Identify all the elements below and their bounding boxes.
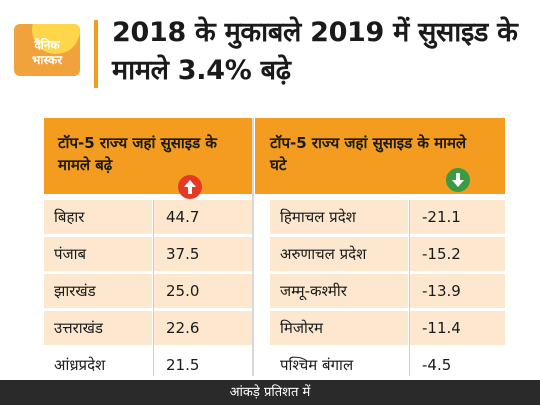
decrease-value: -13.9 [410, 274, 505, 308]
column-divider-middle [252, 118, 254, 376]
table-row: आंध्रप्रदेश 21.5 पश्चिम बंगाल -4.5 [44, 348, 505, 382]
footnote-bar: आंकड़े प्रतिशत में [0, 380, 540, 405]
footnote: आंकड़े प्रतिशत में [229, 385, 311, 400]
increase-state: पंजाब [44, 237, 152, 271]
decrease-value: -21.1 [410, 200, 505, 234]
decrease-value: -11.4 [410, 311, 505, 345]
decrease-value: -15.2 [410, 237, 505, 271]
decrease-state: अरुणाचल प्रदेश [270, 237, 408, 271]
chart-title: 2018 के मुकाबले 2019 में सुसाइड के मामले… [112, 17, 518, 86]
table-row: बिहार 44.7 हिमाचल प्रदेश -21.1 [44, 200, 505, 234]
increase-state: बिहार [44, 200, 152, 234]
arrow-down-icon [446, 168, 470, 192]
arrow-up-icon [178, 175, 202, 199]
table-row: उत्तराखंड 22.6 मिजोरम -11.4 [44, 311, 505, 345]
header: दैनिक भास्कर 2018 के मुकाबले 2019 में सु… [0, 0, 540, 112]
column-divider-left [153, 200, 154, 376]
dainik-bhaskar-logo: दैनिक भास्कर [14, 24, 80, 76]
logo-line-1: दैनिक [34, 38, 60, 52]
header-decrease: टॉप-5 राज्य जहां सुसाइड के मामले घटे [270, 134, 467, 174]
header-increase: टॉप-5 राज्य जहां सुसाइड के मामले बढ़े [58, 134, 217, 174]
increase-state: उत्तराखंड [44, 311, 152, 345]
decrease-state: जम्मू-कश्मीर [270, 274, 408, 308]
increase-value: 22.6 [154, 311, 252, 345]
increase-value: 25.0 [154, 274, 252, 308]
decrease-state: पश्चिम बंगाल [280, 356, 354, 374]
header-divider [253, 118, 255, 194]
increase-state: झारखंड [44, 274, 152, 308]
table-row: पंजाब 37.5 अरुणाचल प्रदेश -15.2 [44, 237, 505, 271]
decrease-state: मिजोरम [270, 311, 408, 345]
decrease-state: हिमाचल प्रदेश [270, 200, 408, 234]
title-accent-bar [94, 20, 98, 88]
increase-value: 21.5 [166, 356, 200, 374]
table-row: झारखंड 25.0 जम्मू-कश्मीर -13.9 [44, 274, 505, 308]
column-divider-right [409, 200, 410, 376]
decrease-value: -4.5 [422, 356, 452, 374]
increase-state: आंध्रप्रदेश [54, 356, 106, 374]
table-body: बिहार 44.7 हिमाचल प्रदेश -21.1 पंजाब 37.… [44, 200, 505, 385]
table-header: टॉप-5 राज्य जहां सुसाइड के मामले बढ़े टॉ… [44, 118, 505, 199]
increase-value: 37.5 [154, 237, 252, 271]
increase-value: 44.7 [154, 200, 252, 234]
logo-line-2: भास्कर [31, 53, 63, 67]
